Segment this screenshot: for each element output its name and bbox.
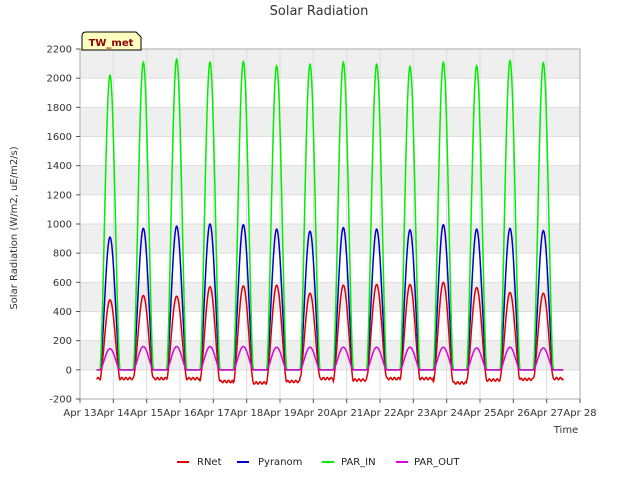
x-tick-label: Apr 14 [97, 408, 130, 419]
legend-label-par-out: PAR_OUT [414, 457, 460, 468]
y-tick-label: 1000 [47, 220, 72, 231]
x-tick-label: Apr 13 [63, 408, 96, 419]
x-tick-label: Apr 18 [230, 408, 263, 419]
legend-item-par-out: PAR_OUT [396, 457, 460, 468]
y-tick-label: 1200 [47, 190, 72, 201]
x-tick-label: Apr 23 [397, 408, 430, 419]
x-tick-label: Apr 15 [130, 408, 163, 419]
legend-item-rnet: RNet [177, 457, 222, 468]
y-axis-ticks: -200 0 200 400 600 800 1000 1200 1400 1600 1800 200… [47, 45, 80, 406]
legend-item-par-in: PAR_IN [322, 457, 376, 468]
x-axis-ticks: Apr 13 Apr 14 Apr 15 Apr 16 Apr 17 Apr 18 Apr … [63, 399, 597, 419]
y-tick-label: 800 [53, 249, 72, 260]
legend: RNet Pyranom PAR_IN PAR_OUT [177, 457, 460, 468]
x-tick-label: Apr 26 [497, 408, 530, 419]
legend-label-pyranom: Pyranom [258, 457, 302, 468]
y-tick-label: 2200 [47, 45, 72, 56]
background-band [80, 282, 580, 312]
background-band [80, 340, 580, 370]
y-tick-label: 1800 [47, 103, 72, 114]
station-badge-box [81, 31, 142, 51]
y-tick-label: 400 [53, 307, 72, 318]
y-tick-label: 600 [53, 278, 72, 289]
x-tick-label: Apr 25 [463, 408, 496, 419]
y-tick-label: 0 [66, 365, 72, 376]
background-band [80, 224, 580, 254]
x-tick-label: Apr 24 [430, 408, 463, 419]
y-tick-label: 1600 [47, 132, 72, 143]
series-lines [96, 57, 564, 385]
y-tick-label: 2000 [47, 74, 72, 85]
station-badge: TW_met [81, 31, 142, 51]
x-tick-label: Apr 16 [163, 408, 196, 419]
series-line-par-out [96, 345, 564, 371]
y-tick-label: 1400 [47, 161, 72, 172]
y-tick-label: 200 [53, 336, 72, 347]
background-band [80, 165, 580, 195]
background-band [80, 107, 580, 137]
x-tick-label: Apr 19 [263, 408, 296, 419]
x-tick-label: Apr 20 [297, 408, 330, 419]
x-axis-label: Time [553, 425, 578, 436]
series-line-rnet [96, 281, 564, 385]
legend-label-par-in: PAR_IN [341, 457, 376, 468]
legend-label-rnet: RNet [197, 457, 222, 468]
chart-title: Solar Radiation [270, 4, 369, 19]
x-tick-label: Apr 28 [563, 408, 596, 419]
legend-item-pyranom: Pyranom [237, 457, 302, 468]
y-axis-label: Solar Radiation (W/m2, uE/m2/s) [9, 146, 20, 309]
x-tick-label: Apr 17 [197, 408, 230, 419]
station-badge-label: TW_met [89, 38, 134, 49]
x-tick-label: Apr 21 [330, 408, 363, 419]
y-tick-label: -200 [49, 395, 72, 406]
background-band [80, 49, 580, 79]
x-tick-label: Apr 22 [363, 408, 396, 419]
x-tick-label: Apr 27 [530, 408, 563, 419]
